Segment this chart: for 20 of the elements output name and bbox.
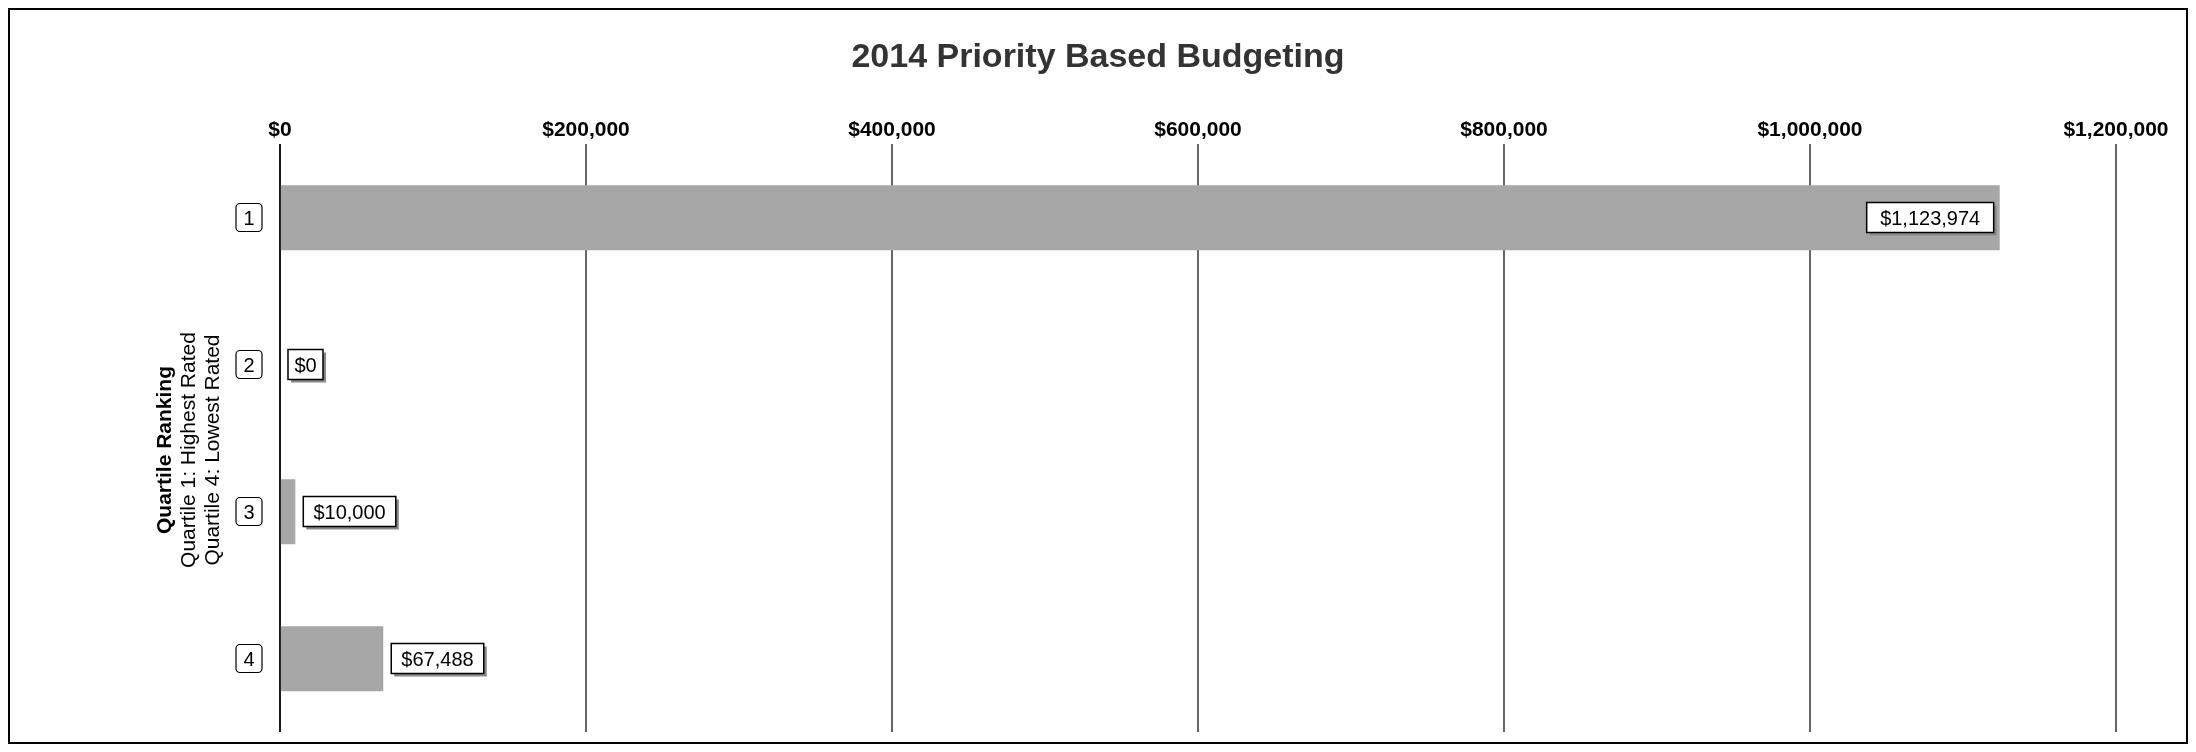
y-tick-label: 1 bbox=[243, 206, 255, 229]
x-tick-label: $400,000 bbox=[848, 117, 936, 140]
data-label: $0 bbox=[294, 353, 317, 376]
x-tick-label: $1,000,000 bbox=[1757, 117, 1863, 140]
chart-title: 2014 Priority Based Budgeting bbox=[850, 36, 1346, 75]
bar bbox=[280, 626, 384, 692]
x-tick-label: $1,200,000 bbox=[2063, 117, 2169, 140]
y-tick-label: 4 bbox=[243, 647, 255, 670]
bar bbox=[280, 479, 296, 545]
y-tick-label: 3 bbox=[243, 500, 255, 523]
x-tick-label: $600,000 bbox=[1154, 117, 1242, 140]
x-tick-label: $0 bbox=[268, 117, 292, 140]
data-label: $67,488 bbox=[401, 647, 474, 670]
x-tick-label: $200,000 bbox=[542, 117, 630, 140]
data-label: $10,000 bbox=[313, 500, 386, 523]
x-tick-label: $800,000 bbox=[1460, 117, 1548, 140]
bar bbox=[280, 185, 2000, 251]
data-label: $1,123,974 bbox=[1880, 206, 1981, 229]
y-tick-label: 2 bbox=[243, 353, 255, 376]
y-axis-title: Quartile Ranking Quartile 1: Highest Rated Quartile 4: Lowest Rated bbox=[152, 332, 224, 568]
